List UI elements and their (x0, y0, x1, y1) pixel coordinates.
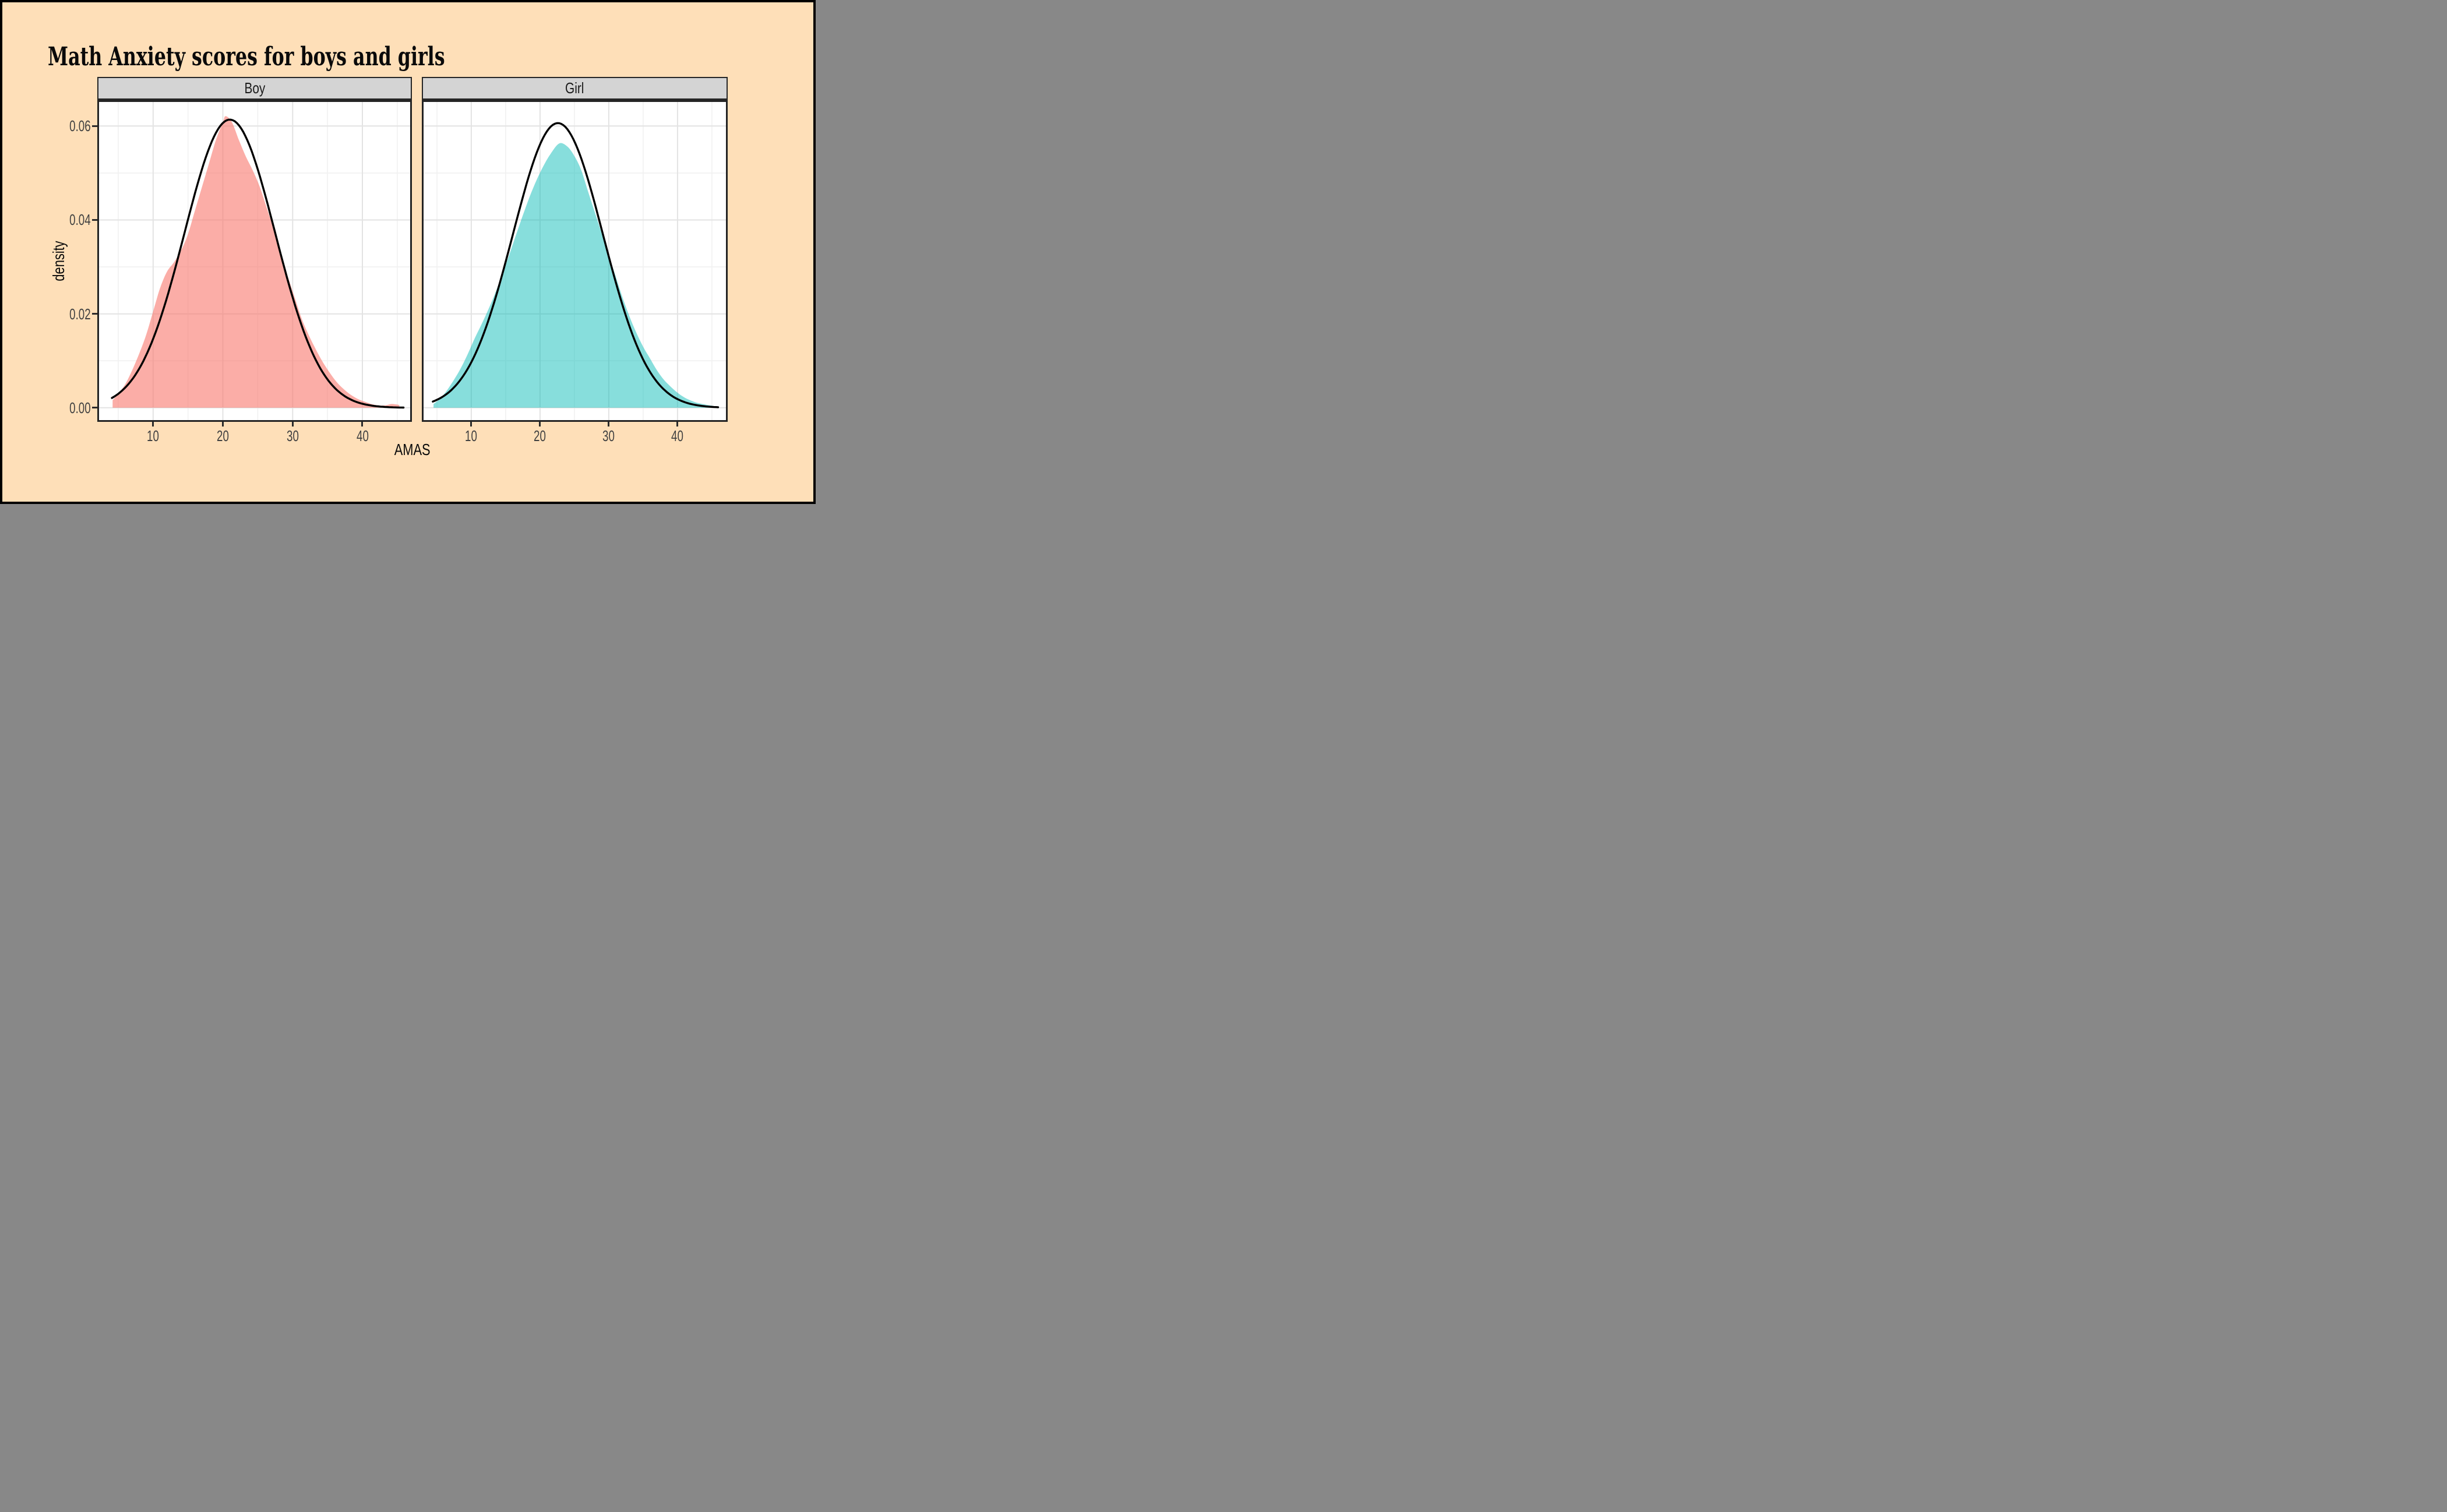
girl-density-panel (422, 100, 728, 422)
y-axis-title: density (50, 235, 68, 287)
x-tick-mark (676, 422, 679, 427)
y-tick-mark (92, 218, 97, 221)
x-tick-label-text: 30 (286, 427, 299, 445)
x-tick-label-text: 10 (147, 427, 160, 445)
x-axis-title: AMAS (378, 441, 447, 459)
x-tick-label-text: 30 (602, 427, 615, 445)
y-tick-label-text: 0.06 (69, 117, 91, 135)
x-tick-mark (539, 422, 541, 427)
x-tick-mark (361, 422, 364, 427)
girl-normal-curve (432, 122, 720, 408)
y-tick-label: 0.04 (35, 212, 91, 228)
x-tick-label: 10 (136, 428, 171, 444)
y-tick-label: 0.02 (35, 306, 91, 322)
x-tick-label: 40 (345, 428, 380, 444)
girl-density-area (433, 143, 714, 408)
facet-strip-boy-label: Boy (244, 79, 265, 97)
panel-border (97, 100, 412, 422)
x-tick-mark (152, 422, 154, 427)
boy-normal-curve (111, 118, 405, 409)
x-tick-label: 20 (523, 428, 558, 444)
boy-density-panel (97, 100, 412, 422)
y-tick-label-text: 0.02 (69, 305, 91, 323)
x-tick-mark (608, 422, 610, 427)
boy-density-area (112, 116, 400, 408)
panel-border (422, 100, 728, 422)
y-axis-title-text: density (50, 241, 68, 281)
x-tick-label-text: 20 (534, 427, 546, 445)
x-tick-label-text: 40 (356, 427, 369, 445)
figure: Math Anxiety scores for boys and girls B… (0, 0, 816, 504)
facet-strip-boy: Boy (97, 77, 412, 100)
x-tick-label: 20 (206, 428, 241, 444)
x-tick-label-text: 40 (671, 427, 684, 445)
x-tick-mark (470, 422, 473, 427)
x-tick-label-text: 10 (465, 427, 478, 445)
y-tick-mark (92, 125, 97, 127)
x-tick-label: 10 (454, 428, 489, 444)
y-tick-mark (92, 407, 97, 409)
x-tick-label-text: 20 (217, 427, 229, 445)
plot-title-text: Math Anxiety scores for boys and girls (48, 42, 445, 72)
x-axis-title-text: AMAS (394, 440, 431, 459)
x-tick-label: 30 (275, 428, 310, 444)
facet-strip-girl: Girl (422, 77, 728, 100)
x-tick-mark (291, 422, 294, 427)
plot-title: Math Anxiety scores for boys and girls (48, 43, 600, 71)
y-tick-label-text: 0.00 (69, 399, 91, 417)
y-tick-label-text: 0.04 (69, 211, 91, 229)
y-tick-label: 0.06 (35, 118, 91, 134)
x-tick-mark (222, 422, 224, 427)
y-tick-mark (92, 313, 97, 315)
y-tick-label: 0.00 (35, 400, 91, 416)
x-tick-label: 30 (591, 428, 626, 444)
facet-strip-girl-label: Girl (565, 79, 584, 97)
x-tick-label: 40 (660, 428, 695, 444)
